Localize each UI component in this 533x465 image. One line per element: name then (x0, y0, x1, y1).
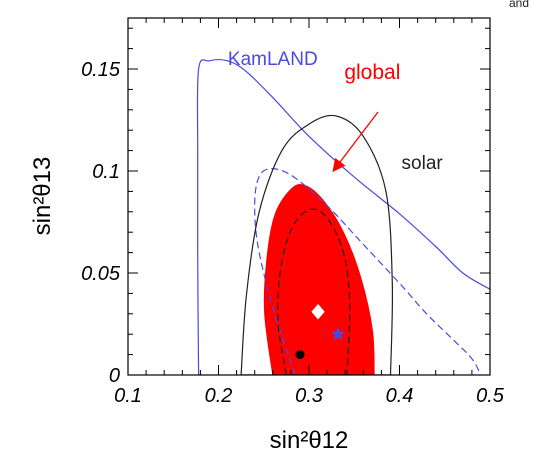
x-tick-label: 0.4 (386, 385, 414, 407)
marker-diamond (311, 303, 325, 320)
contour-global-filled-4 (263, 184, 375, 375)
marker-dot (295, 350, 305, 360)
y-tick-label: 0 (109, 365, 120, 387)
series-layer (196, 59, 490, 375)
x-tick-labels: 0.1 0.2 0.3 0.4 0.5 (114, 385, 505, 407)
contour-solar-solid-2 (240, 114, 394, 375)
x-tick-label: 0.3 (295, 385, 323, 407)
x-axis-label: sin²θ12 (270, 427, 349, 454)
y-tick-label: 0.05 (81, 263, 121, 285)
contour-kamland-solid-0 (196, 59, 490, 375)
annotation-solar: solar (402, 153, 444, 174)
annotation-kamland: KamLAND (228, 49, 318, 70)
x-tick-label: 0.1 (114, 385, 142, 407)
tick-layer (127, 18, 491, 376)
annotation-global: global (344, 61, 400, 84)
marker-layer (295, 303, 346, 360)
x-tick-label: 0.5 (476, 385, 505, 407)
global-arrow (332, 111, 379, 173)
y-tick-labels: 0 0.05 0.1 0.15 (81, 59, 121, 387)
corner-text: and (508, 0, 529, 10)
contour-kamland-dashed-1 (254, 168, 482, 375)
y-tick-label: 0.15 (81, 59, 121, 81)
annotation-layer: KamLAND global solar (228, 49, 443, 174)
x-tick-label: 0.2 (205, 385, 233, 407)
contour-solar-dashed-3 (277, 208, 351, 375)
marker-star (330, 326, 346, 341)
y-axis-label: sin²θ13 (29, 157, 56, 236)
y-tick-label: 0.1 (92, 161, 120, 183)
